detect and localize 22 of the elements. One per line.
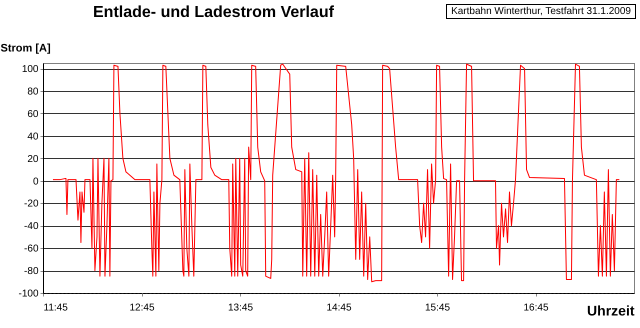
x-tick-label: 13:45	[228, 302, 254, 314]
y-tick-label: 0	[32, 176, 39, 188]
y-tick-label: -60	[24, 244, 39, 255]
y-axis-title: Strom [A]	[0, 42, 51, 54]
chart-title: Entlade- und Ladestrom Verlauf	[93, 4, 335, 21]
text: Kartbahn Winterthur, Testfahrt 31.1.2009	[451, 6, 631, 17]
x-tick-label: 16:45	[523, 302, 549, 314]
x-tick-label: 15:45	[424, 302, 450, 314]
line-series	[52, 64, 620, 282]
y-tick-label: 20	[27, 154, 39, 165]
y-tick-label: -100	[18, 288, 39, 300]
y-tick-label: 40	[27, 131, 39, 142]
y-tick-label: -80	[24, 266, 39, 278]
x-tick-label: 12:45	[129, 302, 155, 314]
y-tick-label: 80	[27, 86, 39, 98]
y-tick-label: 100	[22, 64, 39, 76]
x-axis-title: Uhrzeit	[587, 302, 635, 318]
y-tick-label: 60	[27, 108, 39, 120]
y-tick-label: -20	[24, 198, 39, 210]
x-tick-label: 14:45	[326, 302, 352, 314]
y-tick-label: -40	[24, 221, 39, 232]
x-tick-label: 11:45	[44, 302, 68, 314]
